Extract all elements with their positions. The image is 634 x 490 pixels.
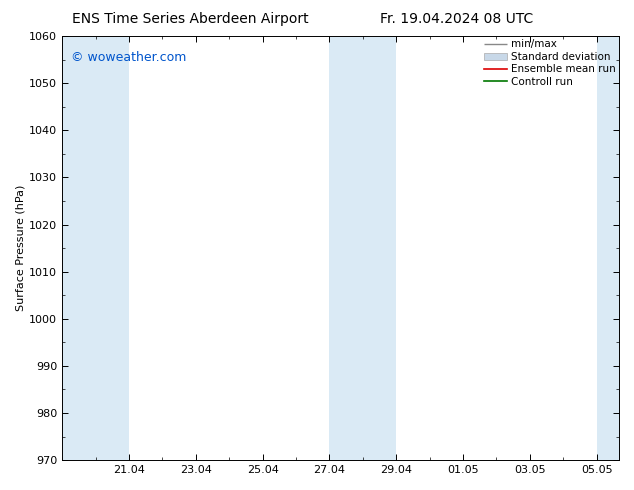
Bar — [62, 36, 129, 460]
Y-axis label: Surface Pressure (hPa): Surface Pressure (hPa) — [15, 185, 25, 311]
Text: © woweather.com: © woweather.com — [70, 51, 186, 64]
Text: Fr. 19.04.2024 08 UTC: Fr. 19.04.2024 08 UTC — [380, 12, 533, 26]
Bar — [330, 36, 396, 460]
Legend: min/max, Standard deviation, Ensemble mean run, Controll run: min/max, Standard deviation, Ensemble me… — [484, 39, 616, 87]
Bar — [597, 36, 619, 460]
Text: ENS Time Series Aberdeen Airport: ENS Time Series Aberdeen Airport — [72, 12, 309, 26]
